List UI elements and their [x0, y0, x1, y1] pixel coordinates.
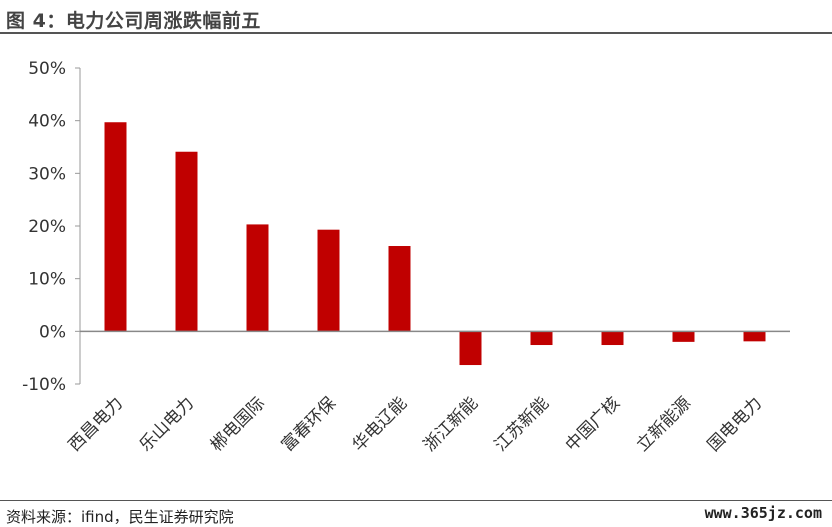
x-category-label: 江苏新能 [491, 393, 553, 455]
x-category-label: 华电辽能 [349, 393, 411, 455]
title-divider [0, 32, 832, 34]
x-category-label: 中国广核 [562, 393, 624, 455]
bar [317, 229, 340, 332]
y-tick-label: 40% [28, 112, 66, 132]
y-tick-label: 0% [39, 322, 66, 342]
bar [459, 331, 482, 366]
chart-title: 图 4：电力公司周涨跌幅前五 [6, 10, 261, 32]
x-category-label: 浙江新能 [420, 393, 482, 455]
x-category-label: 郴电国际 [207, 393, 269, 455]
bar [672, 331, 695, 342]
bar [246, 224, 269, 332]
bar [601, 331, 624, 346]
x-category-label: 国电电力 [704, 393, 766, 455]
bar [388, 246, 411, 332]
x-category-label: 富春环保 [278, 393, 340, 455]
bar [175, 151, 198, 332]
y-tick-label: -10% [22, 375, 66, 395]
x-category-label: 乐山电力 [136, 393, 198, 455]
x-category-label: 西昌电力 [65, 393, 127, 455]
bar [104, 122, 127, 332]
bar-chart: -10% 0% 10% 20% 30% 40% 50% 西昌电力 乐山电力 郴电国际 富春环保 华电辽… [22, 59, 790, 456]
footer-divider [0, 500, 832, 501]
x-category-label: 立新能源 [633, 393, 695, 455]
y-tick-label: 30% [28, 164, 66, 184]
bar [743, 331, 766, 342]
source-note: 资料来源：ifind，民生证券研究院 [6, 508, 234, 526]
y-tick-label: 20% [28, 217, 66, 237]
y-tick-label: 10% [28, 270, 66, 290]
watermark: www.365jz.com [704, 504, 822, 522]
bar [530, 331, 553, 346]
y-tick-label: 50% [28, 59, 66, 79]
